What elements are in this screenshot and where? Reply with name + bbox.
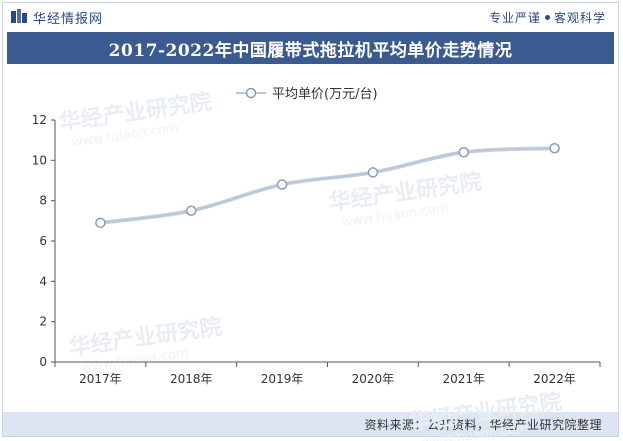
source-note: 资料来源：公开资料，华经产业研究院整理 — [364, 417, 602, 432]
y-tick-label: 4 — [39, 274, 47, 288]
data-point — [367, 167, 379, 178]
data-point — [186, 205, 197, 216]
brand: 华经情报网 — [11, 8, 103, 27]
chart-title: 2017-2022年中国履带式拖拉机平均单价走势情况 — [108, 40, 513, 61]
tagline-left: 专业严谨 — [488, 10, 541, 25]
series-line-shadow — [100, 146, 555, 225]
data-point — [95, 217, 106, 229]
data-point — [458, 147, 469, 158]
tagline: 专业严谨 客观科学 — [489, 9, 606, 26]
x-tick-label: 2019年 — [261, 372, 304, 386]
x-tick-label: 2018年 — [170, 372, 213, 386]
y-tick-label: 8 — [39, 194, 47, 208]
title-bar: 2017-2022年中国履带式拖拉机平均单价走势情况 — [7, 32, 614, 64]
x-tick-label: 2017年 — [79, 372, 122, 386]
top-bar: 华经情报网 专业严谨 客观科学 — [3, 3, 618, 31]
y-tick-label: 6 — [39, 234, 47, 248]
tagline-right: 客观科学 — [553, 10, 606, 25]
y-tick-label: 12 — [32, 113, 47, 127]
footer-bar: 资料来源：公开资料，华经产业研究院整理 — [3, 412, 618, 436]
y-tick-label: 2 — [39, 315, 47, 329]
data-point — [549, 142, 560, 154]
x-tick-label: 2020年 — [352, 372, 395, 386]
chart-frame: 华经情报网 专业严谨 客观科学 2017-2022年中国履带式拖拉机平均单价走势… — [2, 2, 619, 437]
series-line — [100, 147, 555, 224]
brand-name: 华经情报网 — [33, 11, 104, 27]
x-tick-label: 2022年 — [533, 372, 576, 386]
legend-marker — [245, 87, 257, 99]
x-tick-label: 2021年 — [442, 372, 485, 386]
y-tick-label: 10 — [32, 153, 47, 167]
data-point — [276, 179, 288, 190]
tagline-dot-icon — [544, 14, 550, 20]
legend-label: 平均单价(万元/台) — [272, 87, 378, 102]
brand-logo-icon — [11, 8, 27, 27]
y-tick-label: 0 — [39, 355, 47, 369]
